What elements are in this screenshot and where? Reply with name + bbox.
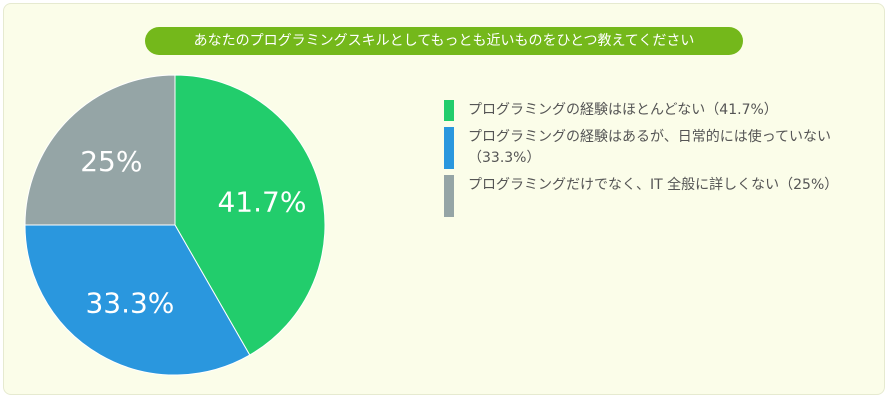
chart-title: あなたのプログラミングスキルとしてもっとも近いものをひとつ教えてください — [145, 27, 743, 55]
slice-data-label-2: 33.3% — [85, 286, 174, 319]
pie-slice-2 — [24, 224, 251, 376]
pie-slice-1 — [174, 74, 326, 356]
legend-swatch-2 — [444, 127, 454, 169]
slice-data-label-1: 41.7% — [217, 185, 306, 218]
slice-data-label-3: 25% — [80, 145, 142, 178]
chart-legend: プログラミングの経験はほとんどない（41.7%） プログラミングの経験はあるが、… — [444, 100, 844, 223]
legend-item-2: プログラミングの経験はあるが、日常的には使っていない（33.3%） — [444, 127, 844, 169]
legend-swatch-3 — [444, 175, 454, 217]
pie-slice-3 — [24, 74, 176, 226]
legend-swatch-1 — [444, 100, 454, 121]
legend-label-1: プログラミングの経験はほとんどない（41.7%） — [468, 102, 778, 118]
legend-label-2: プログラミングの経験はあるが、日常的には使っていない（33.3%） — [468, 129, 832, 166]
legend-item-1: プログラミングの経験はほとんどない（41.7%） — [444, 100, 844, 121]
legend-item-3: プログラミングだけでなく、IT 全般に詳しくない（25%） — [444, 175, 844, 217]
legend-label-3: プログラミングだけでなく、IT 全般に詳しくない（25%） — [468, 177, 839, 193]
